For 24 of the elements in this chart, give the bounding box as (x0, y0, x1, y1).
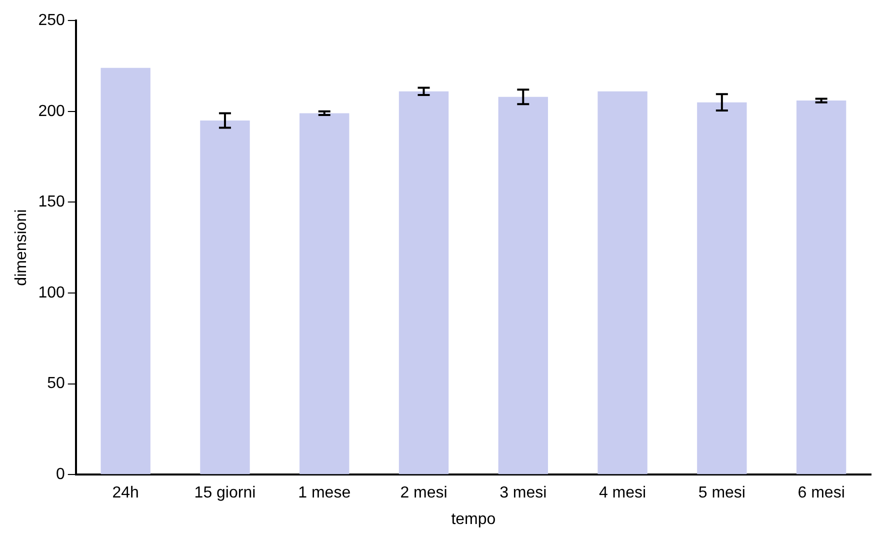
x-tick-label: 4 mesi (598, 484, 646, 502)
x-axis-title: tempo (451, 510, 496, 528)
x-tick-label: 15 giorni (194, 484, 256, 502)
y-axis-title: dimensioni (13, 209, 30, 286)
x-tick-label: 24h (112, 484, 139, 502)
y-tick-label: 200 (38, 102, 65, 120)
bar (398, 91, 449, 474)
x-tick-label: 5 mesi (698, 484, 746, 502)
x-tick-label: 3 mesi (500, 484, 547, 502)
y-tick-label: 150 (38, 194, 65, 211)
bar (200, 120, 250, 474)
bar (300, 113, 350, 474)
bar (598, 91, 648, 474)
x-tick-label: 1 mese (298, 484, 351, 502)
y-tick-label: 0 (56, 466, 65, 484)
x-tick-label: 2 mesi (400, 484, 448, 502)
bar (100, 68, 150, 474)
bar (796, 100, 846, 474)
x-tick-label: 6 mesi (798, 484, 845, 502)
y-tick-label: 250 (38, 12, 65, 30)
y-tick-label: 100 (38, 284, 65, 302)
bar (697, 102, 747, 474)
y-tick-label: 50 (47, 375, 65, 392)
bar (498, 96, 548, 474)
